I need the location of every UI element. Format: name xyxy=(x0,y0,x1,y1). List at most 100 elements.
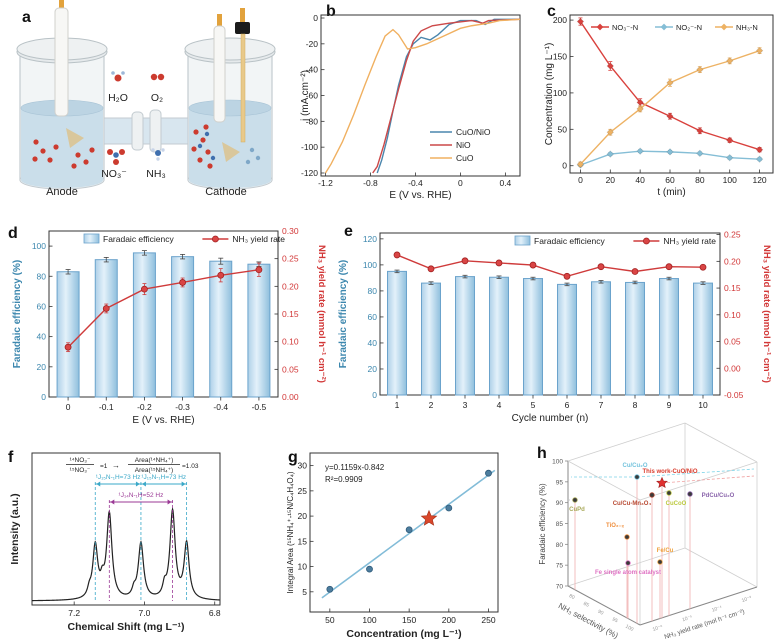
diamond-marker xyxy=(720,23,728,31)
fit-r2: R²=0.9909 xyxy=(325,475,363,484)
x-tick-label: 7 xyxy=(599,400,604,410)
y-tick-label: 20 xyxy=(298,511,308,521)
legend-label: Faradaic efficiency xyxy=(103,234,174,244)
y-tick-label: 100 xyxy=(553,88,567,98)
legend-label: Faradaic efficiency xyxy=(534,236,605,246)
x-tick-label: 100 xyxy=(362,615,376,625)
yield-rate-marker xyxy=(563,272,571,280)
cathode-wire xyxy=(217,14,222,28)
diamond-marker xyxy=(576,160,585,169)
left-tick-label: 120 xyxy=(363,234,377,244)
left-axis-title: Faradaic efficiency (%) xyxy=(12,260,23,368)
right-tick-label: 0.30 xyxy=(282,226,299,236)
x-tick-label: 150 xyxy=(402,615,416,625)
yield-rate-marker xyxy=(255,266,263,274)
diamond-marker xyxy=(636,98,644,107)
z-axis-title: Faradaic efficiency (%) xyxy=(538,483,547,565)
legend-label: NiO xyxy=(456,140,471,150)
panel-g-calibration-chart: 50 100 150 200 250 5 10 15 20 25 30 y=0.1159x-0.842… xyxy=(286,452,499,640)
yield-rate-line xyxy=(396,254,704,278)
fe-bar xyxy=(56,271,80,398)
fe-bar xyxy=(132,252,156,398)
right-tick-label: 0.20 xyxy=(282,281,299,291)
fe-bar xyxy=(625,281,645,396)
h2o-molecule xyxy=(121,71,125,75)
left-tick-label: 80 xyxy=(368,286,378,296)
diamond-marker xyxy=(660,23,668,31)
arrow-head xyxy=(96,481,101,487)
arrow-head xyxy=(141,481,146,487)
z-tick-label: 70 xyxy=(556,584,564,591)
fit-equation: y=0.1159x-0.842 xyxy=(325,463,385,472)
z-tick-label: 100 xyxy=(552,459,563,466)
left-tick-label: 40 xyxy=(37,332,47,342)
x-tick-label: 50 xyxy=(325,615,335,625)
data-point xyxy=(445,504,453,512)
plot-box xyxy=(379,232,721,396)
x-tick-label: 4 xyxy=(497,400,502,410)
yield-rate-marker xyxy=(631,268,639,275)
y-axis-title: j (mA cm⁻²) xyxy=(300,70,311,122)
data-point xyxy=(366,565,373,573)
x-tick-label: 40 xyxy=(635,175,645,185)
oxygen-molecule-dot xyxy=(75,152,81,158)
diamond-marker xyxy=(725,136,734,145)
nh3-molecule xyxy=(156,157,160,161)
catalyst-point xyxy=(649,492,655,498)
selectivity-tick-label: 80 xyxy=(568,593,576,601)
box-edge xyxy=(684,422,758,463)
diamond-marker xyxy=(606,150,615,158)
data-point xyxy=(326,585,334,593)
y-tick-label: 5 xyxy=(302,587,307,597)
x-tick-label: 7.0 xyxy=(139,608,151,618)
x-axis-title: Cycle number (n) xyxy=(512,413,589,424)
panel-h-letter: h xyxy=(537,445,547,462)
catalyst-point xyxy=(657,559,663,565)
arrow-head xyxy=(135,481,140,487)
diamond-marker xyxy=(725,153,734,162)
panel-b-letter: b xyxy=(326,3,336,20)
x-tick-label: 20 xyxy=(606,175,616,185)
oxygen-molecule-dot xyxy=(71,163,77,169)
left-tick-label: 60 xyxy=(368,312,378,322)
diamond-marker xyxy=(666,148,674,156)
x-tick-label: 8 xyxy=(633,400,638,410)
yield-rate-marker xyxy=(495,259,503,267)
cathode-label: Cathode xyxy=(205,186,247,198)
ammonia-molecule-dot xyxy=(249,147,255,153)
box-edge xyxy=(567,547,686,587)
catalyst-label: TiO₂₋ₓ xyxy=(606,523,625,529)
equation-denominator: Area(¹⁵NH₄⁺) xyxy=(135,467,173,474)
j15-label: ¹J₁₅N-₁H=73 Hz xyxy=(96,474,141,481)
catalyst-point xyxy=(634,474,640,480)
x-tick-label: 6.8 xyxy=(209,608,221,618)
box-edge xyxy=(639,586,758,626)
nh3-molecule xyxy=(155,150,161,156)
x-tick-label: 200 xyxy=(442,615,456,625)
fit-line xyxy=(321,469,496,599)
reference-rod xyxy=(240,33,246,143)
nitrate-molecule-dot xyxy=(205,149,211,155)
diamond-marker xyxy=(725,57,734,65)
electrolyte-surface xyxy=(188,99,272,117)
oxygen-molecule-dot xyxy=(33,139,39,145)
anode-electrode xyxy=(54,7,69,117)
arrow-head xyxy=(110,499,115,505)
diamond-marker xyxy=(606,128,615,136)
panel-a-letter: a xyxy=(22,9,31,26)
yield-rate-marker xyxy=(427,265,435,273)
right-tick-label: 0.00 xyxy=(282,392,299,402)
fe-bar xyxy=(523,278,543,396)
yield-rate-marker xyxy=(217,271,225,279)
box-edge xyxy=(567,460,641,501)
panel-d-letter: d xyxy=(8,225,18,242)
panel-c-concentration-chart: 0 20 40 60 80 100 120 0 50 100 150 200 NO₃⁻-N NO₂⁻-N N… xyxy=(544,14,774,198)
right-tick-label: 0.10 xyxy=(282,337,299,347)
equation-numerator: Area(¹⁴NH₄⁺) xyxy=(135,457,174,464)
no3-molecule xyxy=(113,159,119,165)
diamond-marker xyxy=(696,65,704,74)
oxygen-molecule-dot xyxy=(83,159,89,165)
left-tick-label: 100 xyxy=(32,241,46,251)
left-tick-label: 20 xyxy=(368,364,378,374)
nitrate-molecule-dot xyxy=(193,129,199,135)
